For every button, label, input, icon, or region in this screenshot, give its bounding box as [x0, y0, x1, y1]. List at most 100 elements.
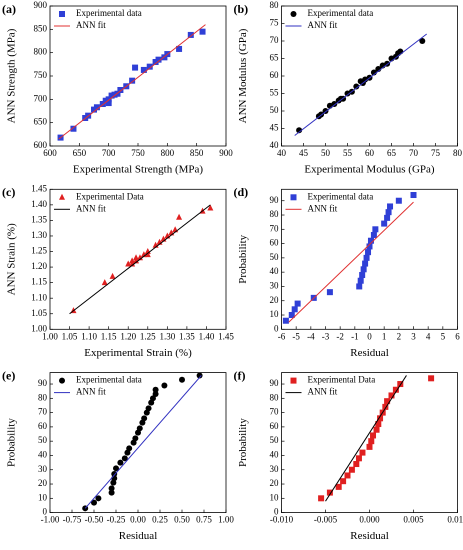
x-tick-label: -0.010: [270, 515, 294, 525]
data-point: [392, 386, 399, 393]
x-tick-label: -0.005: [314, 515, 338, 525]
legend-marker: [290, 194, 297, 201]
data-point: [179, 376, 185, 383]
data-point: [141, 415, 148, 422]
x-tick-label: 60: [365, 148, 375, 158]
y-tick-label: 1.40: [31, 199, 47, 209]
x-axis-label: Experimental Strain (%): [84, 347, 192, 359]
x-tick-label: -4: [307, 331, 315, 341]
x-tick-label: 4: [426, 331, 431, 341]
data-point: [373, 426, 380, 433]
x-tick-label: 650: [73, 148, 87, 158]
legend-label: ANN fit: [308, 203, 338, 213]
x-tick-label: -1: [351, 331, 359, 341]
y-tick-label: 40: [270, 266, 280, 276]
data-point: [359, 272, 366, 279]
y-tick-label: 0: [274, 323, 279, 333]
x-tick-label: 1.10: [81, 331, 97, 341]
y-tick-label: 75: [270, 18, 280, 28]
data-point: [397, 381, 404, 388]
data-point: [196, 372, 203, 379]
x-tick-label: -2: [336, 331, 344, 341]
data-point: [381, 220, 388, 227]
data-point: [375, 421, 382, 428]
data-point: [93, 104, 100, 111]
y-tick-label: 50: [270, 252, 280, 262]
x-axis-label: Experimental Strength (MPa): [73, 164, 203, 176]
data-point: [105, 96, 112, 103]
y-tick-label: 800: [34, 47, 48, 57]
data-point: [370, 432, 377, 439]
data-point: [367, 237, 374, 244]
legend-label: Experimental Data: [308, 375, 376, 385]
y-tick-label: 70: [270, 35, 280, 45]
data-point: [294, 300, 301, 307]
y-tick-label: 10: [38, 492, 48, 502]
x-tick-label: -3: [322, 331, 330, 341]
y-tick-label: 0: [43, 507, 48, 517]
y-tick-label: 1.05: [31, 308, 47, 318]
data-point: [111, 471, 118, 478]
y-tick-label: 10: [270, 492, 280, 502]
x-axis-label: Experimental Modulus (GPa): [304, 164, 434, 176]
y-tick-label: 30: [270, 464, 280, 474]
data-point: [129, 77, 136, 84]
legend-label: Experimental data: [76, 8, 142, 18]
y-tick-label: 1.20: [31, 261, 47, 271]
y-tick-label: 700: [34, 93, 48, 103]
x-tick-label: 1.20: [120, 331, 136, 341]
data-point: [126, 445, 133, 452]
data-point: [152, 386, 159, 393]
data-point: [359, 449, 366, 456]
legend-label: Experimental Data: [76, 191, 144, 201]
x-tick-label: 5: [441, 331, 446, 341]
data-point: [136, 425, 143, 432]
data-point: [129, 260, 136, 267]
data-point: [282, 317, 289, 324]
data-point: [132, 64, 139, 71]
legend-marker: [290, 377, 297, 384]
y-tick-label: 600: [34, 140, 48, 150]
y-tick-label: 60: [270, 238, 280, 248]
y-axis-label: Probability: [237, 418, 249, 467]
data-point: [117, 87, 124, 93]
fit-line: [84, 375, 202, 509]
x-tick-label: 700: [102, 148, 116, 158]
data-point: [144, 251, 151, 258]
y-tick-label: 90: [270, 195, 280, 205]
data-point: [172, 226, 179, 233]
x-tick-label: 0.005: [403, 515, 424, 525]
y-tick-label: 20: [270, 478, 280, 488]
x-axis-label: Residual: [350, 530, 389, 542]
y-tick-label: 80: [270, 209, 280, 219]
y-tick-label: 850: [34, 23, 48, 33]
data-point: [360, 266, 367, 273]
data-point: [113, 465, 119, 472]
y-tick-label: 80: [38, 392, 48, 402]
data-point: [356, 283, 363, 290]
data-point: [296, 127, 303, 134]
y-tick-label: 1.45: [31, 183, 47, 193]
y-tick-label: 0: [274, 507, 279, 517]
y-tick-label: 1.00: [31, 323, 47, 333]
y-tick-label: 60: [38, 421, 48, 431]
fit-line: [294, 33, 428, 136]
y-tick-label: 40: [270, 450, 280, 460]
data-point: [133, 257, 140, 264]
y-tick-label: 1.30: [31, 230, 47, 240]
legend-label: Experimental data: [76, 375, 142, 385]
x-tick-label: -0.25: [107, 515, 126, 525]
legend-marker: [59, 11, 65, 17]
y-tick-label: 20: [38, 478, 48, 488]
y-tick-label: 900: [34, 0, 48, 10]
y-tick-label: 40: [270, 140, 280, 150]
data-point: [387, 203, 394, 210]
y-tick-label: 10: [270, 309, 280, 319]
data-point: [348, 466, 355, 473]
data-point: [368, 438, 375, 445]
data-point: [91, 499, 97, 506]
legend-marker: [59, 377, 65, 384]
fit-line: [69, 204, 211, 315]
x-tick-label: 1.40: [199, 331, 215, 341]
x-tick-label: 1.45: [218, 331, 234, 341]
